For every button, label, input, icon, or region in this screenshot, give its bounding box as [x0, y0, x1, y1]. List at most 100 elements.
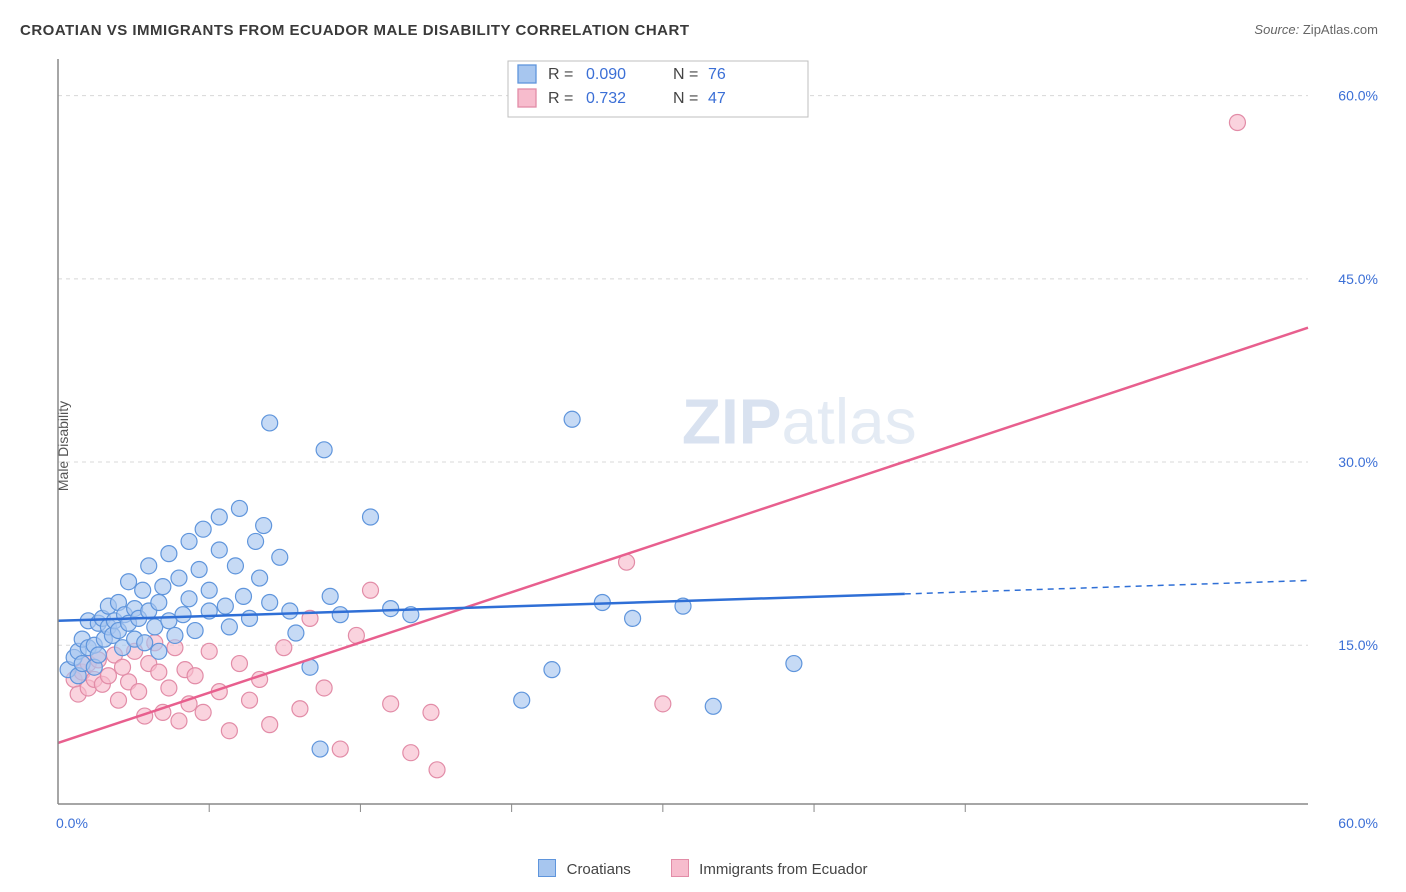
data-point: [171, 570, 187, 586]
data-point: [151, 594, 167, 610]
data-point: [242, 692, 258, 708]
data-point: [121, 574, 137, 590]
data-point: [383, 696, 399, 712]
data-point: [181, 533, 197, 549]
plot-area: 15.0% 30.0% 45.0% 60.0% ZIPatlas 0.0% 60.0% R =…: [50, 55, 1388, 832]
data-point: [252, 570, 268, 586]
stats-N-value: 47: [708, 90, 726, 107]
data-point: [564, 411, 580, 427]
chart-title: CROATIAN VS IMMIGRANTS FROM ECUADOR MALE…: [20, 22, 689, 39]
data-point: [262, 415, 278, 431]
data-point: [195, 704, 211, 720]
data-point: [316, 442, 332, 458]
data-point: [312, 741, 328, 757]
data-point: [187, 623, 203, 639]
stats-R-value: 0.090: [586, 66, 626, 83]
data-point: [227, 558, 243, 574]
data-point: [282, 603, 298, 619]
legend-item-croatians: Croatians: [538, 861, 635, 878]
x-tick-label-start: 0.0%: [56, 815, 88, 831]
data-point: [135, 582, 151, 598]
data-point: [786, 656, 802, 672]
data-point: [201, 643, 217, 659]
legend-label: Immigrants from Ecuador: [699, 861, 867, 878]
data-point: [705, 698, 721, 714]
data-point: [655, 696, 671, 712]
y-tick-label: 45.0%: [1338, 271, 1378, 287]
data-point: [332, 607, 348, 623]
data-point: [514, 692, 530, 708]
stats-R-label: R =: [548, 90, 573, 107]
data-point: [161, 680, 177, 696]
data-point: [195, 521, 211, 537]
y-tick-label: 30.0%: [1338, 454, 1378, 470]
data-point: [242, 610, 258, 626]
data-point: [181, 591, 197, 607]
data-point: [187, 668, 203, 684]
data-point: [100, 668, 116, 684]
data-point: [292, 701, 308, 717]
data-point: [544, 662, 560, 678]
stats-swatch: [518, 89, 536, 107]
legend-label: Croatians: [567, 861, 631, 878]
x-tick-label-end: 60.0%: [1338, 815, 1378, 831]
y-tick-label: 15.0%: [1338, 637, 1378, 653]
data-point: [115, 659, 131, 675]
source-label: Source:: [1254, 22, 1299, 37]
trendline-blue-dashed: [905, 581, 1308, 594]
data-point: [248, 533, 264, 549]
data-point: [256, 518, 272, 534]
data-point: [322, 588, 338, 604]
bottom-legend: Croatians Immigrants from Ecuador: [0, 859, 1406, 878]
data-point: [1229, 115, 1245, 131]
stats-R-label: R =: [548, 66, 573, 83]
data-point: [272, 549, 288, 565]
data-point: [211, 542, 227, 558]
data-point: [262, 594, 278, 610]
data-point: [625, 610, 641, 626]
data-point: [137, 635, 153, 651]
watermark: ZIPatlas: [682, 386, 917, 458]
data-point: [262, 717, 278, 733]
data-point: [155, 579, 171, 595]
data-point: [221, 723, 237, 739]
data-point: [221, 619, 237, 635]
source-name: ZipAtlas.com: [1303, 22, 1378, 37]
data-point: [332, 741, 348, 757]
data-point: [276, 640, 292, 656]
stats-N-label: N =: [673, 66, 698, 83]
data-point: [288, 625, 304, 641]
scatter-chart-svg: 15.0% 30.0% 45.0% 60.0% ZIPatlas 0.0% 60.0% R =…: [50, 55, 1388, 832]
data-point: [201, 582, 217, 598]
stats-swatch: [518, 65, 536, 83]
data-point: [316, 680, 332, 696]
data-point: [217, 598, 233, 614]
data-point: [141, 558, 157, 574]
data-point: [235, 588, 251, 604]
data-point: [151, 643, 167, 659]
data-point: [211, 509, 227, 525]
data-point: [161, 546, 177, 562]
data-point: [383, 601, 399, 617]
data-point: [167, 627, 183, 643]
data-point: [429, 762, 445, 778]
stats-N-label: N =: [673, 90, 698, 107]
stats-N-value: 76: [708, 66, 726, 83]
data-point: [363, 509, 379, 525]
data-point: [175, 607, 191, 623]
data-point: [131, 684, 147, 700]
legend-item-ecuador: Immigrants from Ecuador: [671, 861, 868, 878]
data-point: [231, 500, 247, 516]
y-tick-label: 60.0%: [1338, 88, 1378, 104]
data-point: [191, 562, 207, 578]
source-attribution: Source: ZipAtlas.com: [1254, 22, 1378, 37]
data-point: [231, 656, 247, 672]
stats-R-value: 0.732: [586, 90, 626, 107]
data-point: [171, 713, 187, 729]
data-point: [110, 692, 126, 708]
data-point: [90, 647, 106, 663]
data-point: [423, 704, 439, 720]
data-point: [363, 582, 379, 598]
legend-swatch-pink: [671, 859, 689, 877]
legend-swatch-blue: [538, 859, 556, 877]
